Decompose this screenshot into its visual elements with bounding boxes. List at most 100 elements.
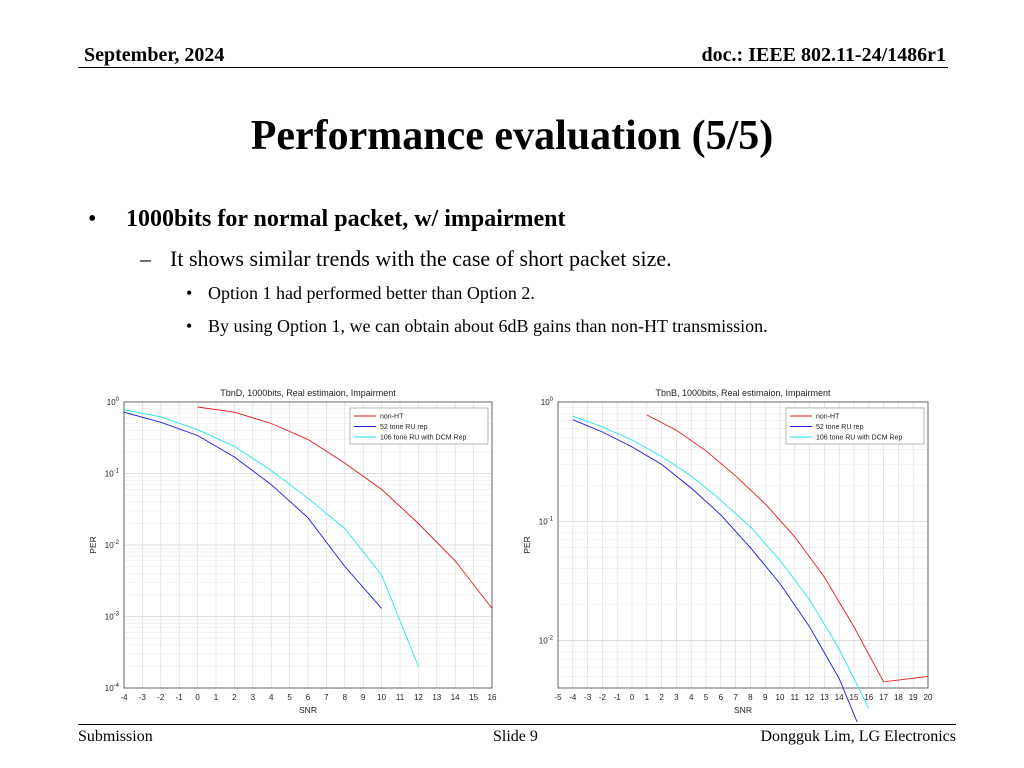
y-tick-label: 10-1 bbox=[539, 516, 554, 526]
x-tick-label: 2 bbox=[659, 693, 664, 702]
x-tick-label: 9 bbox=[763, 693, 768, 702]
x-tick-label: -3 bbox=[584, 693, 592, 702]
x-tick-label: 6 bbox=[719, 693, 724, 702]
x-tick-label: 3 bbox=[674, 693, 679, 702]
x-tick-label: 0 bbox=[630, 693, 635, 702]
x-tick-label: 17 bbox=[879, 693, 888, 702]
x-tick-label: 13 bbox=[820, 693, 829, 702]
x-tick-label: 7 bbox=[733, 693, 738, 702]
x-tick-label: 11 bbox=[396, 693, 405, 702]
y-tick-label: 10-2 bbox=[105, 540, 120, 550]
x-tick-label: 9 bbox=[361, 693, 366, 702]
y-tick-exponent: 0 bbox=[116, 397, 120, 403]
legend-label: 52 tone RU rep bbox=[380, 424, 428, 431]
x-tick-label: -4 bbox=[569, 693, 577, 702]
series-line-3 bbox=[123, 409, 419, 667]
y-tick-exponent: -4 bbox=[114, 683, 120, 689]
bullet-level2-text: It shows similar trends with the case of… bbox=[170, 246, 672, 271]
y-tick-label: 100 bbox=[107, 397, 120, 407]
chart-svg: -5 -4 -3 -2 -1 0 1 2 3 4 5 6 7 8 9 10 11 12 13 14 15 16 17 18 19… bbox=[522, 388, 933, 751]
x-tick-label: 6 bbox=[306, 693, 311, 702]
footer-submission: Submission bbox=[78, 728, 153, 745]
x-tick-label: 8 bbox=[343, 693, 348, 702]
x-tick-label: 3 bbox=[251, 693, 256, 702]
bullet-level1-text: 1000bits for normal packet, w/ impairmen… bbox=[126, 206, 566, 232]
x-axis-label: SNR bbox=[299, 705, 317, 715]
legend-label: 52 tone RU rep bbox=[816, 424, 864, 431]
x-tick-label: 10 bbox=[377, 693, 386, 702]
slide-title: Performance evaluation (5/5) bbox=[250, 113, 774, 159]
x-tick-label: -3 bbox=[139, 693, 147, 702]
x-tick-label: 1 bbox=[214, 693, 219, 702]
y-tick-exponent: -1 bbox=[114, 469, 120, 475]
bullet-level3-text: By using Option 1, we can obtain about 6… bbox=[208, 316, 768, 336]
x-tick-label: 16 bbox=[864, 693, 873, 702]
x-axis-label: SNR bbox=[734, 705, 752, 715]
x-tick-label: -1 bbox=[614, 693, 622, 702]
x-tick-label: 15 bbox=[850, 693, 859, 702]
x-tick-label: 14 bbox=[451, 693, 460, 702]
series-line-1 bbox=[197, 406, 493, 609]
x-tick-label: 10 bbox=[776, 693, 785, 702]
x-tick-label: -5 bbox=[554, 693, 562, 702]
x-tick-label: 11 bbox=[791, 693, 800, 702]
header-doc-id: doc.: IEEE 802.11-24/1486r1 bbox=[701, 44, 946, 66]
x-tick-label: 12 bbox=[414, 693, 423, 702]
plot-area bbox=[558, 402, 928, 688]
chart-title: TbnD, 1000bits, Real estimaion, Impairme… bbox=[220, 388, 396, 398]
x-tick-label: 15 bbox=[469, 693, 478, 702]
axes-box bbox=[123, 401, 493, 689]
chart-tbnd: -4 -3 -2 -1 0 1 2 3 4 5 6 7 8 9 10 11 12 13 14 15 16 100 10-1 1… bbox=[80, 382, 500, 727]
chart-svg: -4 -3 -2 -1 0 1 2 3 4 5 6 7 8 9 10 11 12 13 14 15 1610010-11… bbox=[88, 388, 497, 715]
x-tick-label: 14 bbox=[835, 693, 844, 702]
y-tick-label: 10-3 bbox=[105, 612, 120, 622]
y-axis-label: PER bbox=[88, 536, 98, 553]
chart-tbnb: -5 -4 -3 -2 -1 0 1 2 3 4 5 6 7 8 9 10 11 12 13 14 15 16 17 18 19… bbox=[516, 382, 936, 751]
legend-label: non-HT bbox=[380, 414, 404, 421]
x-tick-label: 20 bbox=[924, 693, 933, 702]
axes-box bbox=[557, 401, 929, 689]
x-tick-label: 13 bbox=[432, 693, 441, 702]
legend-label: non-HT bbox=[816, 414, 840, 421]
y-tick-label: 10-4 bbox=[105, 683, 120, 693]
bullet-dot: • bbox=[88, 206, 97, 232]
x-tick-label: -4 bbox=[120, 693, 128, 702]
footer-rule bbox=[78, 724, 956, 725]
y-tick-exponent: -2 bbox=[548, 636, 554, 642]
x-tick-label: 2 bbox=[232, 693, 237, 702]
series-line-2 bbox=[572, 419, 870, 751]
legend-box bbox=[785, 407, 925, 445]
x-tick-label: 4 bbox=[689, 693, 694, 702]
y-tick-exponent: 0 bbox=[550, 397, 554, 403]
footer-author: Dongguk Lim, LG Electronics bbox=[760, 728, 956, 745]
x-tick-label: -1 bbox=[176, 693, 184, 702]
legend-box bbox=[349, 407, 489, 445]
y-tick-exponent: -3 bbox=[114, 612, 120, 618]
x-tick-label: 5 bbox=[287, 693, 292, 702]
x-tick-label: 16 bbox=[488, 693, 497, 702]
y-tick-label: 10-2 bbox=[539, 636, 554, 646]
series-line-3 bbox=[572, 415, 870, 709]
header-rule bbox=[78, 67, 948, 68]
x-tick-label: 18 bbox=[894, 693, 903, 702]
bullet-dot: • bbox=[186, 316, 193, 336]
x-tick-label: 0 bbox=[195, 693, 200, 702]
bullet-dash: – bbox=[140, 246, 151, 271]
header-date: September, 2024 bbox=[84, 44, 225, 66]
x-tick-label: 19 bbox=[909, 693, 918, 702]
footer-slide-number: Slide 9 bbox=[493, 728, 538, 745]
y-tick-label: 10-1 bbox=[105, 469, 120, 479]
x-tick-label: 12 bbox=[805, 693, 814, 702]
x-tick-label: 1 bbox=[645, 693, 650, 702]
y-tick-exponent: -2 bbox=[114, 540, 120, 546]
bullet-level3-text: Option 1 had performed better than Optio… bbox=[208, 283, 535, 303]
x-tick-label: -2 bbox=[599, 693, 607, 702]
bullet-dot: • bbox=[186, 283, 193, 303]
y-tick-exponent: -1 bbox=[548, 516, 554, 522]
x-tick-label: -2 bbox=[157, 693, 165, 702]
x-tick-label: 8 bbox=[748, 693, 753, 702]
y-axis-label: PER bbox=[522, 536, 532, 553]
chart-title: TbnB, 1000bits, Real estimaion, Impairme… bbox=[655, 388, 831, 398]
x-tick-label: 7 bbox=[324, 693, 329, 702]
y-tick-label: 100 bbox=[541, 397, 554, 407]
